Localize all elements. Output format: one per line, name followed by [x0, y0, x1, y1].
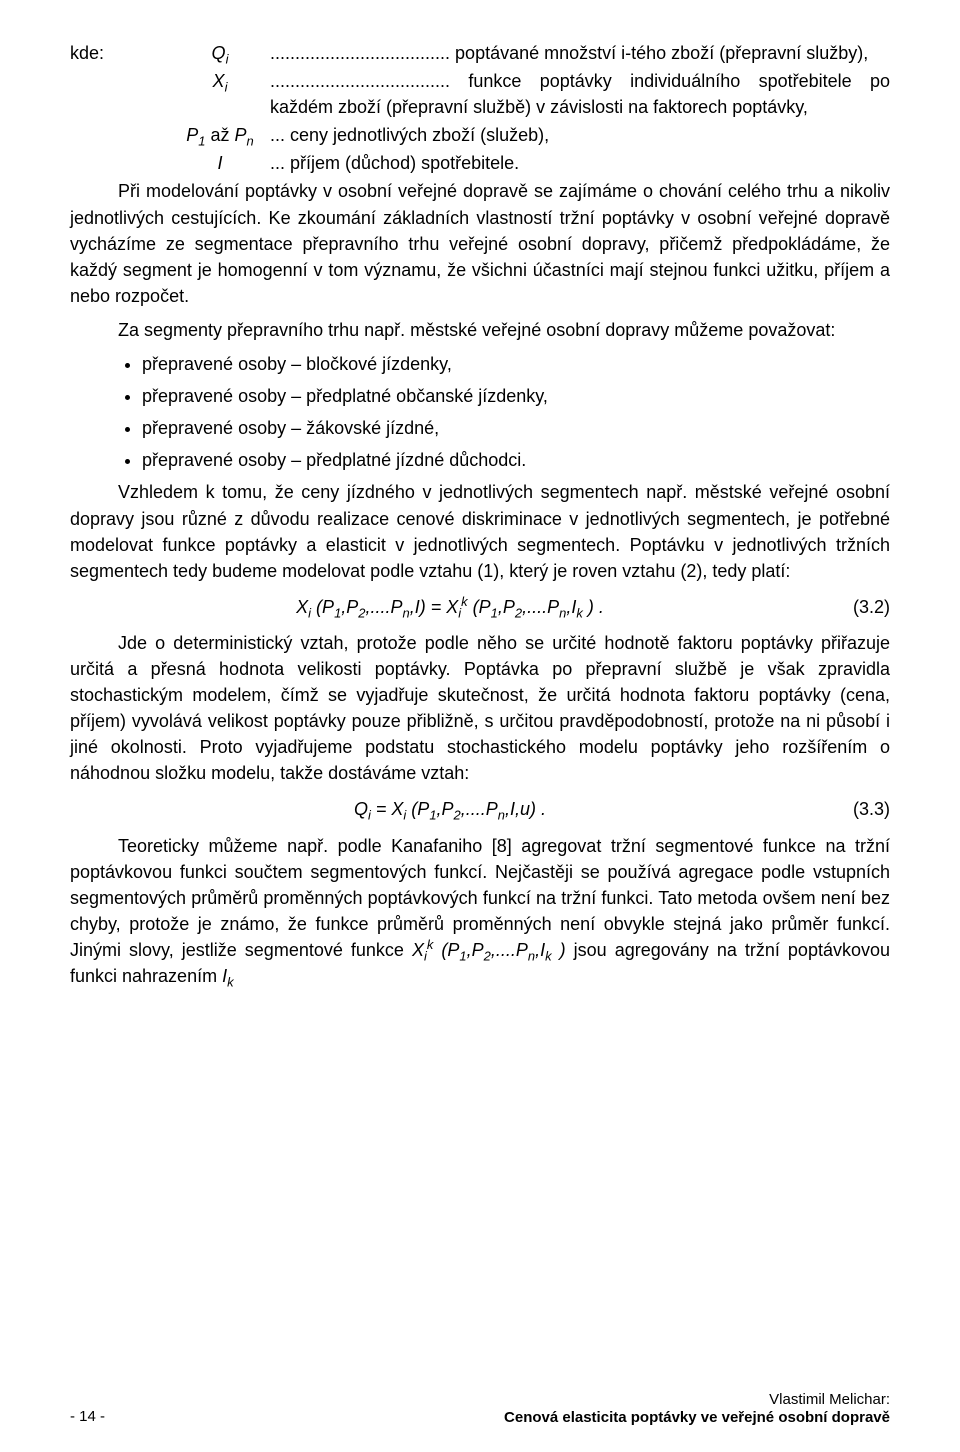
list-item: přepravené osoby – předplatné jízdné důc…: [142, 447, 890, 473]
def-body-4: ... příjem (důchod) spotřebitele.: [270, 150, 890, 176]
equation-3-3: Qi = Xi (P1,P2,....Pn,I,u) . (3.3): [70, 796, 890, 822]
def-body-3: ... ceny jednotlivých zboží (služeb),: [270, 122, 890, 148]
paragraph-1: Při modelování poptávky v osobní veřejné…: [70, 178, 890, 308]
def-symbol-Qi: Qi: [170, 40, 270, 66]
list-item: přepravené osoby – žákovské jízdné,: [142, 415, 890, 441]
equation-3-2: Xi (P1,P2,....Pn,I) = Xik (P1,P2,....Pn,…: [70, 594, 890, 620]
paragraph-3: Vzhledem k tomu, že ceny jízdného v jedn…: [70, 479, 890, 583]
equation-body: Qi = Xi (P1,P2,....Pn,I,u) .: [70, 796, 830, 822]
def-symbol-P1Pn: P1 až Pn: [170, 122, 270, 148]
footer-author: Vlastimil Melichar:: [504, 1391, 890, 1410]
page-footer: - 14 - Vlastimil Melichar: Cenová elasti…: [70, 1391, 890, 1429]
paragraph-2: Za segmenty přepravního trhu např. městs…: [70, 317, 890, 343]
kde-label: kde:: [70, 40, 170, 66]
equation-number: (3.2): [830, 594, 890, 620]
list-item: přepravené osoby – předplatné občanské j…: [142, 383, 890, 409]
paragraph-5: Teoreticky můžeme např. podle Kanafaniho…: [70, 833, 890, 990]
paragraph-4: Jde o deterministický vztah, protože pod…: [70, 630, 890, 787]
def-body-1: .................................... pop…: [270, 40, 890, 66]
footer-attribution: Vlastimil Melichar: Cenová elasticita po…: [504, 1391, 890, 1429]
def-symbol-Xi: Xi: [170, 68, 270, 94]
equation-number: (3.3): [830, 796, 890, 822]
footer-title: Cenová elasticita poptávky ve veřejné os…: [504, 1409, 890, 1428]
def-symbol-I: I: [170, 150, 270, 176]
list-item: přepravené osoby – bločkové jízdenky,: [142, 351, 890, 377]
equation-body: Xi (P1,P2,....Pn,I) = Xik (P1,P2,....Pn,…: [70, 594, 830, 620]
page-number: - 14 -: [70, 1406, 105, 1428]
bullet-list: přepravené osoby – bločkové jízdenky, př…: [70, 351, 890, 473]
def-body-2: .................................... fun…: [270, 68, 890, 120]
